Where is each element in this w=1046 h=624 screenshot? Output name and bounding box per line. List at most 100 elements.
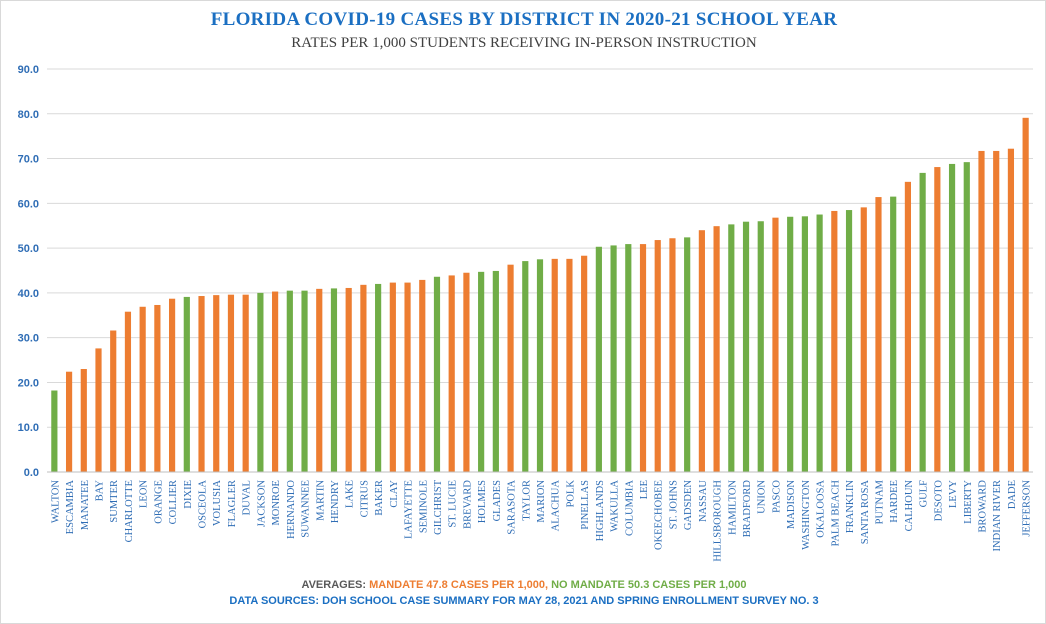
x-tick-label: UNION xyxy=(757,480,768,514)
bar-hardee xyxy=(890,196,897,472)
y-tick-label: 90.0 xyxy=(18,64,39,76)
bar-columbia xyxy=(625,244,632,472)
x-tick-label: PINELLAS xyxy=(580,480,591,530)
x-tick-label: BROWARD xyxy=(977,480,988,533)
bar-seminole xyxy=(419,279,426,472)
chart-title: FLORIDA COVID-19 CASES BY DISTRICT IN 20… xyxy=(210,9,838,30)
bar-jefferson xyxy=(1022,117,1029,473)
x-tick-label: LIBERTY xyxy=(963,480,974,524)
bar-washington xyxy=(801,216,808,472)
x-tick-label: PASCO xyxy=(771,480,782,513)
x-tick-label: SEMINOLE xyxy=(418,480,429,533)
bar-duval xyxy=(242,294,249,472)
bar-dade xyxy=(1007,148,1015,472)
bar-pinellas xyxy=(581,255,588,472)
bar-monroe xyxy=(272,291,279,472)
bar-broward xyxy=(978,150,985,472)
x-tick-label: HOLMES xyxy=(477,480,488,523)
x-tick-label: MARION xyxy=(536,480,547,523)
bar-lake xyxy=(345,287,352,472)
x-tick-label: PUTNAM xyxy=(874,479,885,524)
x-tick-label: SANTA ROSA xyxy=(860,480,871,545)
x-tick-label: JEFFERSON xyxy=(1022,480,1033,537)
bar-wakulla xyxy=(610,245,617,472)
y-tick-label: 50.0 xyxy=(18,243,39,255)
x-tick-label: OSCEOLA xyxy=(198,480,209,529)
bar-clay xyxy=(389,282,396,472)
bar-hernando xyxy=(286,290,293,472)
bar-pasco xyxy=(772,217,779,472)
y-tick-label: 10.0 xyxy=(18,422,39,434)
bar-gilchrist xyxy=(433,276,441,472)
bar-okeechobee xyxy=(654,240,661,472)
bar-hillsborough xyxy=(713,226,720,472)
x-tick-label: LEE xyxy=(639,480,650,499)
bar-calhoun xyxy=(904,181,912,472)
bar-sarasota xyxy=(507,264,514,472)
averages-label: AVERAGES: xyxy=(301,579,367,591)
y-tick-label: 20.0 xyxy=(18,377,39,389)
x-tick-label: ST. LUCIE xyxy=(448,480,459,528)
bar-alachua xyxy=(551,258,558,472)
x-tick-label: LAFAYETTE xyxy=(404,480,415,539)
x-tick-label: JACKSON xyxy=(256,480,267,528)
x-tick-label: BREVARD xyxy=(462,480,473,529)
mandate-average: MANDATE 47.8 CASES PER 1,000, xyxy=(369,579,549,591)
x-tick-label: SUMTER xyxy=(109,480,120,523)
x-tick-label: DUVAL xyxy=(242,480,253,515)
bar-sumter xyxy=(110,330,117,472)
x-tick-label: FLAGLER xyxy=(227,480,238,527)
bar-bradford xyxy=(742,221,750,472)
bar-gulf xyxy=(919,172,926,472)
bar-escambia xyxy=(65,371,73,472)
bar-holmes xyxy=(478,271,485,472)
x-tick-label: LAKE xyxy=(345,480,356,508)
x-tick-label: MARTIN xyxy=(315,480,326,521)
x-tick-label: FRANKLIN xyxy=(845,480,856,534)
bar-highlands xyxy=(595,246,602,472)
bar-volusia xyxy=(213,295,220,472)
bar-hendry xyxy=(330,288,338,472)
y-tick-label: 60.0 xyxy=(18,198,39,210)
x-tick-label: POLK xyxy=(565,480,576,508)
gridlines xyxy=(47,68,1033,473)
averages-note: AVERAGES: MANDATE 47.8 CASES PER 1,000, … xyxy=(1,579,1045,591)
bar-desoto xyxy=(934,167,941,472)
x-tick-label: BAY xyxy=(95,480,106,502)
bar-lafayette xyxy=(404,282,411,472)
bar-orange xyxy=(154,304,161,472)
bar-suwannee xyxy=(301,290,308,472)
bar-bay xyxy=(95,348,102,472)
x-tick-label: MADISON xyxy=(786,480,797,529)
bar-palm-beach xyxy=(831,210,838,472)
bar-citrus xyxy=(360,284,367,472)
bar-putnam xyxy=(875,197,882,472)
bar-lee xyxy=(639,244,647,472)
x-tick-label: HAMILTON xyxy=(727,480,738,535)
x-tick-label: HARDEE xyxy=(889,480,900,523)
x-tick-label: ALACHUA xyxy=(551,480,562,532)
x-tick-label: WASHINGTON xyxy=(801,480,812,550)
x-tick-label: NASSAU xyxy=(698,480,709,522)
bar-st-lucie xyxy=(448,275,455,472)
x-tick-label: HILLSBOROUGH xyxy=(713,480,724,562)
x-tick-label: PALM BEACH xyxy=(830,480,841,547)
x-tick-label: HENDRY xyxy=(330,480,341,524)
bar-brevard xyxy=(463,272,470,472)
x-tick-label: CALHOUN xyxy=(904,480,915,532)
bar-charlotte xyxy=(124,311,132,472)
bar-santa-rosa xyxy=(860,207,867,472)
bar-union xyxy=(757,221,764,472)
x-tick-label: COLLIER xyxy=(168,480,179,524)
x-tick-label: HIGHLANDS xyxy=(595,480,606,541)
bar-gadsden xyxy=(684,237,691,472)
bar-glades xyxy=(492,270,499,472)
y-tick-label: 40.0 xyxy=(18,288,39,300)
x-tick-label: CLAY xyxy=(389,480,400,508)
x-tick-label: GADSDEN xyxy=(683,480,694,531)
bar-baker xyxy=(375,283,382,472)
x-tick-label: SARASOTA xyxy=(507,480,518,535)
bar-collier xyxy=(168,298,176,472)
chart-subtitle: RATES PER 1,000 STUDENTS RECEIVING IN-PE… xyxy=(291,35,757,51)
